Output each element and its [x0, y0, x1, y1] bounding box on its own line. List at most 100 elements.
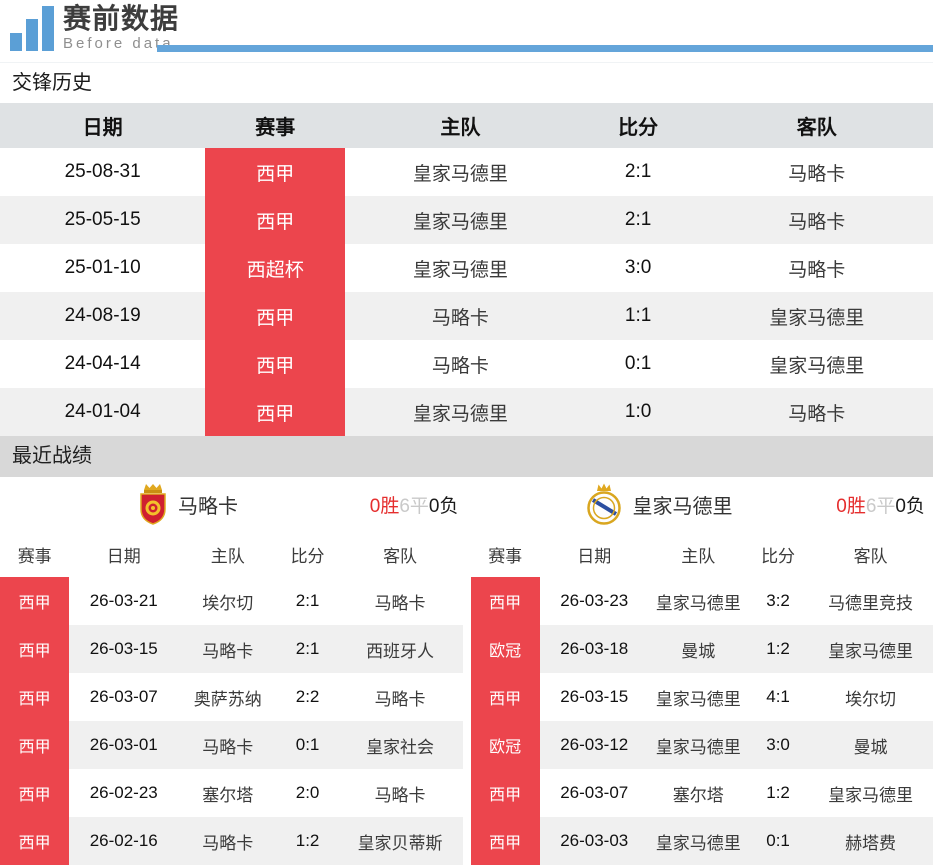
competition-badge: 西甲	[205, 340, 346, 388]
match-date: 25-05-15	[64, 209, 141, 230]
home-team: 塞尔塔	[202, 785, 254, 805]
match-date: 25-01-10	[64, 257, 141, 278]
competition-badge: 西甲	[0, 577, 70, 625]
column-header-date: 日期	[577, 546, 612, 566]
home-team: 皇家马德里	[655, 689, 741, 709]
home-team: 皇家马德里	[655, 737, 741, 757]
away-team: 皇家马德里	[828, 785, 914, 805]
match-date: 24-04-14	[64, 353, 141, 374]
competition-badge: 西甲	[470, 769, 540, 817]
away-team: 马略卡	[374, 593, 426, 613]
match-date: 26-03-07	[89, 687, 158, 706]
column-header-away: 客队	[796, 117, 837, 139]
team-name: 马略卡	[178, 495, 238, 518]
table-row: 西甲 26-03-03 皇家马德里 0:1 赫塔费	[470, 817, 933, 865]
column-header-away: 客队	[383, 546, 418, 566]
brand-title: 赛前数据	[63, 3, 180, 34]
table-row: 西甲 26-03-01 马略卡 0:1 皇家社会	[0, 721, 463, 769]
home-team: 埃尔切	[202, 593, 254, 613]
column-header-date: 日期	[106, 546, 141, 566]
brand-text: 赛前数据 Before data	[63, 3, 180, 52]
away-team: 马略卡	[788, 163, 846, 185]
home-team: 奥萨苏纳	[193, 689, 262, 709]
header-divider-line	[157, 45, 933, 52]
home-team: 曼城	[681, 641, 716, 661]
match-date: 26-03-01	[89, 735, 158, 754]
mini-table-rows: 西甲 26-03-23 皇家马德里 3:2 马德里竞技 欧冠 26-03-18 …	[470, 577, 933, 865]
home-team: 皇家马德里	[412, 259, 508, 281]
recent-table-real-madrid: 赛事 日期 主队 比分 客队 西甲 26-03-23 皇家马德里 3:2 马德里…	[470, 531, 933, 865]
away-team: 马略卡	[374, 785, 426, 805]
app-header: 赛前数据 Before data	[0, 0, 933, 62]
h2h-table-rows: 25-08-31 西甲 皇家马德里 2:1 马略卡 25-05-15 西甲 皇家…	[0, 148, 933, 436]
away-team: 马略卡	[788, 259, 846, 281]
column-header-date: 日期	[82, 117, 123, 139]
match-score: 2:1	[624, 209, 652, 230]
match-date: 26-03-12	[560, 735, 629, 754]
column-header-score: 比分	[761, 546, 796, 566]
team-name: 皇家马德里	[632, 495, 733, 518]
column-header-home: 主队	[210, 546, 245, 566]
table-row: 24-08-19 西甲 马略卡 1:1 皇家马德里	[0, 292, 933, 340]
away-team: 曼城	[853, 737, 888, 757]
match-date: 26-03-15	[560, 687, 629, 706]
column-header-comp: 赛事	[255, 117, 296, 139]
record-losses: 0负	[428, 495, 459, 517]
table-row: 25-05-15 西甲 皇家马德里 2:1 马略卡	[0, 196, 933, 244]
away-team: 埃尔切	[845, 689, 897, 709]
away-team: 赫塔费	[845, 833, 897, 853]
table-row: 25-08-31 西甲 皇家马德里 2:1 马略卡	[0, 148, 933, 196]
competition-badge: 欧冠	[470, 625, 540, 673]
column-header-score: 比分	[290, 546, 325, 566]
home-team: 皇家马德里	[655, 833, 741, 853]
away-team: 马略卡	[788, 403, 846, 425]
away-team: 西班牙人	[366, 641, 435, 661]
competition-badge: 西甲	[470, 673, 540, 721]
match-score: 4:1	[766, 687, 790, 706]
record-wins: 0胜	[836, 495, 866, 517]
competition-badge: 欧冠	[470, 721, 540, 769]
match-score: 2:2	[295, 687, 320, 706]
home-team: 皇家马德里	[412, 403, 508, 425]
home-team: 皇家马德里	[412, 211, 508, 233]
team-identity: 马略卡	[138, 483, 238, 525]
mini-table-rows: 西甲 26-03-21 埃尔切 2:1 马略卡 西甲 26-03-15 马略卡 …	[0, 577, 463, 865]
competition-badge: 西甲	[0, 769, 70, 817]
match-score: 1:1	[624, 305, 652, 326]
home-team: 皇家马德里	[412, 163, 508, 185]
column-header-comp: 赛事	[17, 546, 52, 566]
match-score: 1:0	[624, 401, 652, 422]
match-score: 0:1	[295, 735, 320, 754]
competition-badge: 西甲	[205, 388, 346, 436]
match-score: 2:1	[624, 161, 652, 182]
table-row: 西甲 26-03-23 皇家马德里 3:2 马德里竞技	[470, 577, 933, 625]
match-score: 2:0	[295, 783, 320, 802]
team-identity: 皇家马德里	[585, 482, 733, 526]
table-row: 24-01-04 西甲 皇家马德里 1:0 马略卡	[0, 388, 933, 436]
team-record: 0胜6平0负	[370, 491, 459, 518]
team-record: 0胜6平0负	[836, 491, 925, 518]
home-team: 马略卡	[202, 737, 254, 757]
away-team: 皇家贝蒂斯	[357, 833, 443, 853]
home-team: 马略卡	[431, 355, 489, 377]
recent-table-mallorca: 赛事 日期 主队 比分 客队 西甲 26-03-21 埃尔切 2:1 马略卡 西…	[0, 531, 463, 865]
away-team: 马略卡	[374, 689, 426, 709]
table-row: 西甲 26-03-15 马略卡 2:1 西班牙人	[0, 625, 463, 673]
match-score: 1:2	[766, 783, 790, 802]
column-header-away: 客队	[853, 546, 888, 566]
h2h-table: 日期 赛事 主队 比分 客队 25-08-31 西甲 皇家马德里 2:1 马略卡…	[0, 103, 933, 436]
logo-bar-large	[42, 6, 54, 51]
recent-section-title: 最近战绩	[0, 436, 933, 477]
competition-badge: 西甲	[0, 817, 70, 865]
column-header-comp: 赛事	[488, 546, 523, 566]
h2h-table-header: 日期 赛事 主队 比分 客队	[0, 103, 933, 148]
competition-badge: 西甲	[205, 292, 346, 340]
away-team: 皇家马德里	[828, 641, 914, 661]
home-team: 马略卡	[431, 307, 489, 329]
column-header-score: 比分	[618, 117, 659, 139]
match-date: 26-03-18	[560, 639, 629, 658]
recent-team-headers: 马略卡 0胜6平0负 皇家马德里 0胜6平0负	[0, 477, 933, 531]
home-team: 马略卡	[202, 641, 254, 661]
match-date: 26-03-07	[560, 783, 629, 802]
away-team: 马略卡	[788, 211, 846, 233]
